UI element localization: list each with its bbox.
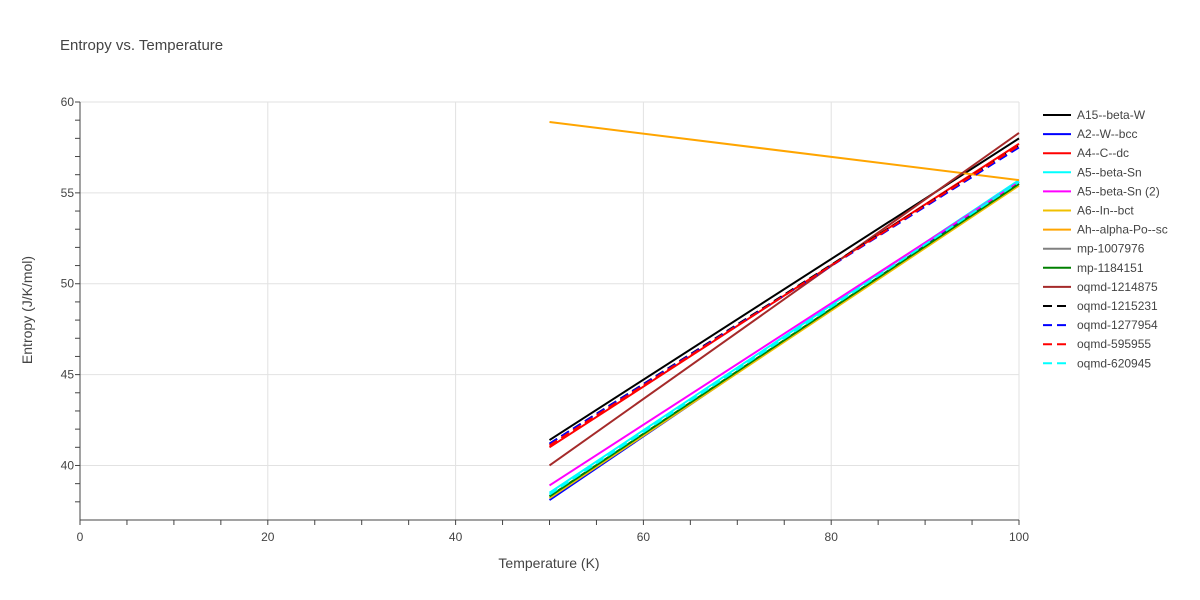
x-tick-label: 40 (449, 530, 463, 544)
legend-label: A15--beta-W (1077, 108, 1146, 122)
grid-lines (79, 101, 1020, 520)
legend[interactable]: A15--beta-W A2--W--bcc A4--C--dc A5--beta-S… (1043, 108, 1168, 370)
series-line-ah-alpha-po-sc (549, 120, 1020, 182)
legend-label: A4--C--dc (1077, 146, 1129, 160)
legend-label: oqmd-620945 (1077, 356, 1151, 370)
plot-series (548, 120, 1020, 501)
x-tick-label: 60 (637, 530, 651, 544)
legend-item[interactable]: mp-1007976 (1043, 242, 1145, 256)
y-axis-title: Entropy (J/K/mol) (19, 256, 35, 364)
series-line-a5-beta-sn-2 (548, 181, 1020, 487)
x-tick-label: 80 (825, 530, 839, 544)
y-tick-label: 60 (61, 95, 75, 109)
legend-label: oqmd-595955 (1077, 337, 1151, 351)
series-line-a6-in-bct (548, 184, 1020, 500)
legend-label: oqmd-1214875 (1077, 280, 1158, 294)
legend-label: oqmd-1215231 (1077, 299, 1158, 313)
legend-label: mp-1007976 (1077, 242, 1145, 256)
legend-item[interactable]: A5--beta-Sn (1043, 165, 1142, 179)
legend-item[interactable]: A2--W--bcc (1043, 127, 1137, 141)
x-tick-label: 0 (77, 530, 84, 544)
y-tick-label: 45 (61, 368, 75, 382)
tick-labels: 0 20 40 60 80 100 40 45 50 55 60 (61, 95, 1030, 544)
legend-item[interactable]: oqmd-1215231 (1043, 299, 1158, 313)
legend-label: mp-1184151 (1077, 261, 1144, 275)
legend-item[interactable]: oqmd-1277954 (1043, 318, 1158, 332)
y-tick-label: 40 (61, 458, 75, 472)
legend-item[interactable]: A4--C--dc (1043, 146, 1129, 160)
legend-label: oqmd-1277954 (1077, 318, 1158, 332)
series-line-a4-c-dc (548, 142, 1020, 449)
x-tick-label: 100 (1009, 530, 1029, 544)
series-line-oqmd-1214875 (548, 132, 1020, 467)
legend-item[interactable]: mp-1184151 (1043, 261, 1144, 275)
series-line-oqmd-595955 (548, 144, 1020, 447)
legend-item[interactable]: Ah--alpha-Po--sc (1043, 223, 1168, 237)
y-tick-label: 50 (61, 277, 75, 291)
legend-item[interactable]: oqmd-595955 (1043, 337, 1151, 351)
series-line-oqmd-1277954 (548, 146, 1020, 445)
series-line-oqmd-620945 (548, 181, 1020, 496)
legend-item[interactable]: A5--beta-Sn (2) (1043, 184, 1160, 198)
legend-label: A2--W--bcc (1077, 127, 1137, 141)
legend-label: A6--In--bct (1077, 204, 1134, 218)
x-tick-label: 20 (261, 530, 275, 544)
legend-label: A5--beta-Sn (2) (1077, 184, 1160, 198)
legend-label: Ah--alpha-Po--sc (1077, 223, 1168, 237)
legend-item[interactable]: oqmd-1214875 (1043, 280, 1158, 294)
axes (75, 101, 1020, 525)
x-axis-title: Temperature (K) (498, 555, 599, 571)
legend-label: A5--beta-Sn (1077, 165, 1142, 179)
legend-item[interactable]: A6--In--bct (1043, 204, 1134, 218)
legend-item[interactable]: A15--beta-W (1043, 108, 1146, 122)
legend-item[interactable]: oqmd-620945 (1043, 356, 1151, 370)
y-tick-label: 55 (61, 186, 75, 200)
series-line-mp-1184151 (548, 182, 1020, 498)
chart-title: Entropy vs. Temperature (60, 37, 223, 54)
